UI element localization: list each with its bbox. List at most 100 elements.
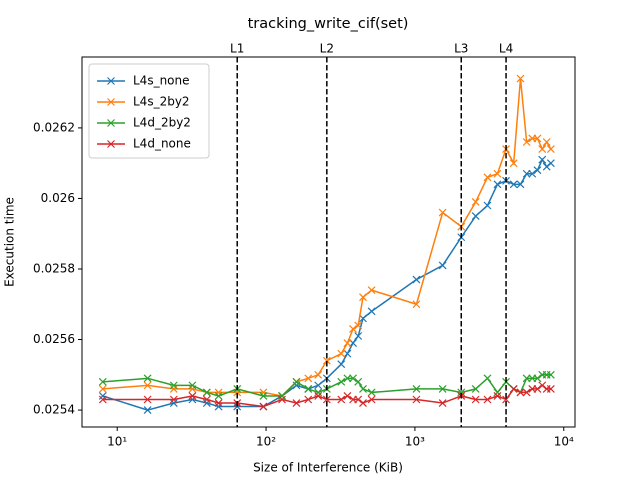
marker — [522, 374, 531, 383]
marker — [322, 395, 331, 404]
marker — [367, 307, 376, 316]
marker — [349, 339, 357, 347]
x-axis-label: Size of Interference (KiB) — [253, 461, 403, 475]
marker — [367, 395, 376, 404]
marker — [522, 138, 531, 146]
marker — [546, 145, 555, 153]
legend-label: L4d_2by2 — [133, 116, 191, 130]
marker — [337, 395, 346, 404]
marker — [538, 145, 547, 153]
marker — [98, 395, 107, 404]
marker — [493, 392, 502, 400]
marker — [304, 395, 313, 404]
cache-label: L1 — [230, 42, 244, 56]
series-line — [102, 374, 551, 397]
marker — [214, 402, 223, 411]
marker — [367, 286, 376, 295]
marker — [471, 384, 480, 393]
marker — [314, 381, 323, 390]
cache-label: L3 — [454, 42, 468, 56]
y-tick-label: 0.0258 — [33, 261, 75, 275]
marker — [188, 392, 197, 400]
marker — [143, 395, 152, 404]
marker — [359, 399, 367, 407]
marker — [483, 395, 492, 404]
marker — [533, 166, 542, 175]
marker — [278, 395, 286, 404]
chart-title: tracking_write_cif(set) — [248, 16, 409, 32]
marker — [188, 381, 197, 390]
legend-marker — [107, 98, 115, 106]
marker — [471, 198, 480, 206]
legend-marker — [107, 119, 115, 127]
marker — [412, 384, 421, 393]
marker — [438, 208, 447, 217]
marker — [337, 349, 346, 358]
marker — [516, 74, 525, 83]
legend-box — [88, 63, 210, 159]
marker — [438, 384, 447, 393]
marker — [533, 384, 542, 393]
marker — [354, 377, 363, 386]
marker — [522, 169, 531, 178]
marker — [343, 339, 352, 347]
marker — [314, 388, 323, 397]
marker — [359, 384, 367, 393]
marker — [169, 399, 178, 407]
cache-label: L2 — [320, 42, 334, 56]
legend-label: L4s_none — [133, 74, 190, 88]
marker — [493, 180, 502, 189]
marker — [202, 395, 211, 404]
marker — [483, 374, 492, 383]
marker — [354, 332, 363, 340]
marker — [471, 212, 480, 220]
marker — [546, 370, 555, 379]
marker — [314, 370, 323, 379]
marker — [349, 325, 357, 333]
marker — [538, 381, 547, 390]
x-tick-label: 10¹ — [107, 435, 127, 449]
marker — [337, 377, 346, 386]
marker — [354, 395, 363, 404]
marker — [522, 388, 531, 397]
legend-marker — [107, 77, 115, 85]
marker — [359, 293, 367, 302]
marker — [214, 399, 223, 407]
marker — [214, 392, 223, 400]
marker — [259, 392, 268, 400]
marker — [292, 399, 301, 407]
marker — [169, 384, 178, 393]
marker — [516, 388, 525, 397]
cache-label: L4 — [499, 42, 513, 56]
marker — [98, 392, 107, 400]
y-tick-label: 0.0254 — [33, 403, 75, 417]
axes-frame — [81, 56, 576, 428]
marker — [278, 392, 286, 400]
marker — [322, 356, 331, 365]
marker — [493, 169, 502, 178]
y-tick-label: 0.0262 — [33, 120, 75, 134]
marker — [343, 349, 352, 358]
marker — [533, 374, 542, 383]
marker — [502, 395, 510, 404]
marker — [98, 384, 107, 393]
marker — [412, 300, 421, 309]
plot-area — [98, 74, 555, 414]
marker — [343, 392, 352, 400]
marker — [509, 180, 518, 189]
marker — [412, 395, 421, 404]
marker — [354, 321, 363, 330]
legend-marker — [107, 140, 115, 148]
marker — [337, 360, 346, 369]
marker — [202, 388, 211, 397]
x-tick-label: 10² — [256, 435, 276, 449]
marker — [509, 159, 518, 168]
marker — [169, 381, 178, 390]
marker — [438, 399, 447, 407]
marker — [143, 381, 152, 390]
marker — [412, 275, 421, 284]
marker — [528, 169, 537, 178]
marker — [304, 374, 313, 383]
marker — [516, 180, 525, 189]
marker — [533, 134, 542, 143]
